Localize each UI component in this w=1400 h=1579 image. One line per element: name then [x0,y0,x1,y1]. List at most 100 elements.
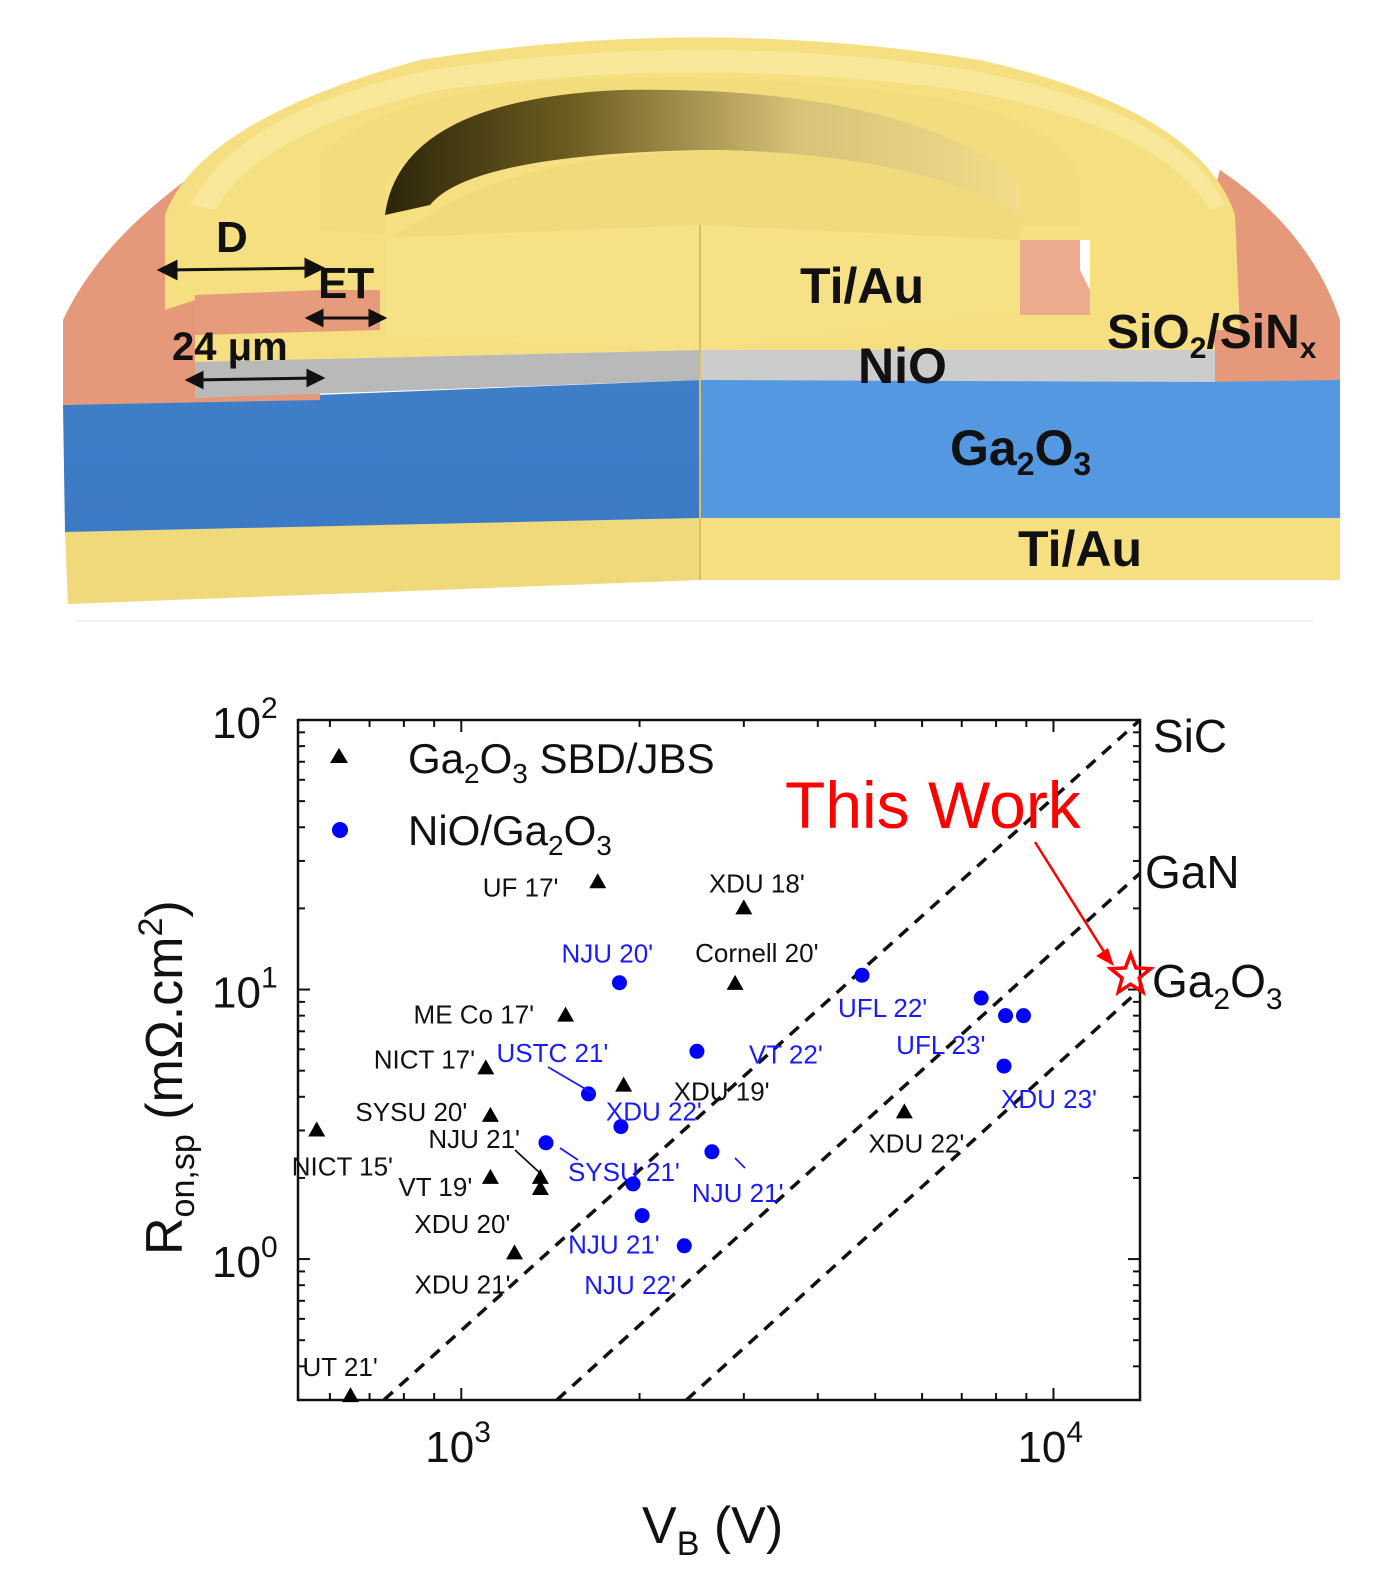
limit-lines [382,718,1142,1402]
point-label: XDU 20' [414,1209,510,1239]
point-label: XDU 21' [415,1269,511,1299]
limit-line-ga2o3 [685,988,1142,1402]
ylabel-unit: (mΩ.cm [136,937,194,1135]
label-bottom-metal: Ti/Au [1018,521,1142,577]
this-work-arrow [1033,841,1110,959]
point-label: NJU 21' [568,1230,660,1260]
sbd-jbs-point [615,1076,633,1092]
trench-recess [385,89,1020,215]
limit-line-sic [382,718,1142,1402]
ylabel-main: R [136,1217,194,1255]
ylabel-sup: 2 [132,918,170,937]
x-tick-base: 10 [1017,1423,1066,1472]
label-width: 24 μm [172,325,288,369]
anode-center-block [385,225,1020,350]
x-tick-exp: 4 [1066,1416,1083,1449]
point-label: NJU 21' [692,1178,784,1208]
point-label: USTC 21' [497,1038,609,1068]
nio-ga2o3-point [538,1135,554,1151]
nio-ga2o3-point [704,1144,720,1160]
legend2-sub2: 3 [596,830,612,861]
trench-floor [385,150,1020,240]
y-tick-base: 10 [212,1238,261,1287]
passivation-step-left [195,290,380,335]
nio-ga2o3-point [676,1238,692,1254]
bottom-metal-layer-left [65,518,700,604]
nio-ga2o3-point [634,1208,650,1224]
device-cross-section-diagram: D ET 24 μm Ti/Au NiO SiO2/SiNx Ga2O3 Ti/… [63,37,1340,604]
plot-frame [296,718,1142,1402]
ga2o3-layer-right [700,380,1340,518]
limit-ga2o3-s1: 2 [1213,983,1230,1016]
sbd-jbs-point [726,974,744,990]
passivation-sub1: 2 [1190,332,1207,365]
xlabel-unit: (V) [699,1497,783,1555]
nio-layer-right [700,350,1215,382]
ylabel-sub: on,sp [164,1134,202,1217]
y-tick-label: 100 [212,1231,278,1287]
nio-ga2o3-point [625,1176,641,1192]
point-label: NICT 15' [292,1151,393,1181]
layer-ga2o3-s1: 2 [1017,446,1035,482]
point-label: SYSU 20' [355,1097,467,1127]
legend2-b: O [564,807,597,854]
point-label: XDU 18' [709,868,805,898]
arrow-width [191,376,319,382]
point-label: XDU 22' [868,1128,964,1158]
limit-ga2o3-a: Ga [1152,955,1214,1007]
label-top-metal: Ti/Au [800,258,924,314]
passivation-mid: /SiN [1206,306,1299,359]
x-tick-label: 103 [425,1416,491,1472]
label-pointer-arrow [514,1149,541,1174]
limit-ga2o3-s2: 3 [1266,983,1283,1016]
x-tick-exp: 3 [474,1416,491,1449]
this-work-arrow-head [1096,948,1114,966]
y-tick-exp: 2 [261,692,278,725]
y-tick-exp: 1 [261,962,278,995]
label-ga2o3-layer: Ga2O3 [950,420,1091,482]
legend1-a: Ga [408,735,465,782]
ylabel-close: ) [136,900,194,917]
y-tick-label: 101 [212,962,278,1018]
legend1-sub1: 2 [464,758,480,789]
point-label: VT 19' [398,1172,472,1202]
sbd-jbs-point [506,1244,524,1260]
point-label: Cornell 20' [695,938,818,968]
nio-ga2o3-point [689,1043,705,1059]
legend-item-nio: NiO/Ga2O3 [408,807,612,861]
panel-divider [76,620,1314,622]
nio-ga2o3-point [1015,1008,1031,1024]
layer-ga2o3-b: O [1035,420,1074,476]
data-points: UF 17' XDU 18' Cornell 20' ME Co 17' NICT 17… [292,868,1097,1403]
nio-ga2o3-point [613,1119,629,1135]
point-label: XDU 19' [674,1077,770,1107]
point-label: XDU 23' [1001,1084,1097,1114]
dimension-arrows [156,257,388,390]
label-pointer-arrow [559,1147,579,1161]
layer-ga2o3-a: Ga [950,420,1018,476]
y-tick-base: 10 [212,699,261,748]
legend-circle-marker [332,822,348,838]
nio-ga2o3-point [611,975,627,991]
point-label: SYSU 21' [568,1157,680,1187]
legend1-b: O [480,735,513,782]
ga2o3-layer-left [63,380,700,532]
sbd-jbs-point [477,1059,495,1075]
this-work-star-marker [1106,949,1156,997]
this-work-label: This Work [785,768,1082,842]
passivation-main: SiO [1107,306,1190,359]
arrow-d-head-left [156,259,178,281]
point-label: UF 17' [483,872,559,902]
limit-line-gan [555,871,1142,1402]
legend2-a: NiO/Ga [408,807,549,854]
point-label: NICT 17' [374,1044,475,1074]
point-label: UFL 22' [838,993,927,1023]
nio-ga2o3-point [581,1086,597,1102]
legend2-sub1: 2 [548,830,564,861]
nio-ga2o3-point [973,990,989,1006]
arrow-d-head-right [304,257,326,279]
xlabel-main: V [642,1497,677,1555]
sbd-jbs-point [308,1121,326,1137]
sbd-jbs-point [341,1387,359,1403]
